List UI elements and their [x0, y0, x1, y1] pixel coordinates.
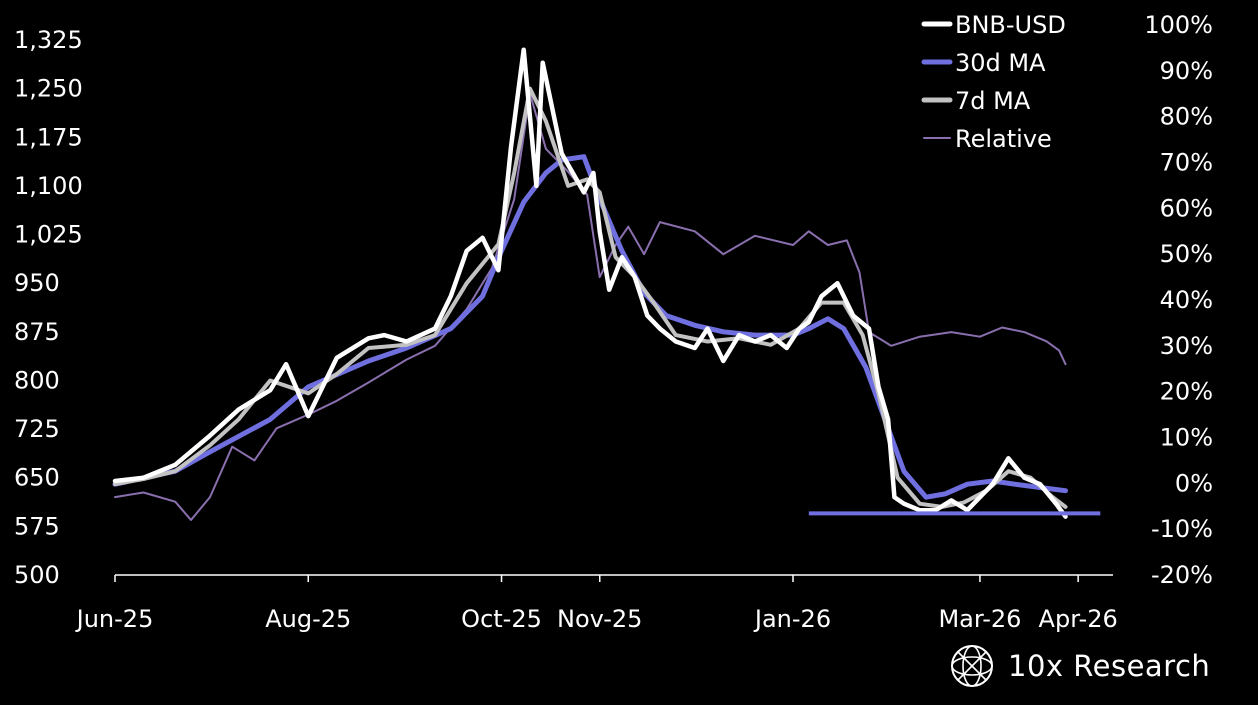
y-left-tick-label: 650	[14, 464, 60, 492]
globe-logo-icon	[951, 645, 993, 687]
y-left-tick-label: 500	[14, 561, 60, 589]
y-right-tick-label: 60%	[1160, 194, 1213, 222]
x-tick-label: Oct-25	[461, 605, 542, 633]
y-left-tick-label: 1,325	[14, 26, 83, 54]
y-right-tick-label: -10%	[1151, 515, 1213, 543]
y-right-tick-label: 20%	[1160, 378, 1213, 406]
y-right-tick-label: -20%	[1151, 561, 1213, 589]
y-right-tick-label: 50%	[1160, 240, 1213, 268]
x-axis: Jun-25 Aug-25 Oct-25 Nov-25 Jan-26 Mar-26 Apr-…	[75, 574, 1118, 633]
y-right-tick-label: 40%	[1160, 286, 1213, 314]
y-left-tick-label: 725	[14, 415, 60, 443]
y-left-tick-label: 875	[14, 318, 60, 346]
y-right-tick-label: 30%	[1160, 332, 1213, 360]
y-left-tick-label: 950	[14, 269, 60, 297]
legend-label: 30d MA	[955, 49, 1046, 77]
series-line-7d-ma	[113, 86, 1068, 509]
x-tick-label: Nov-25	[557, 605, 642, 633]
x-tick-label: Mar-26	[938, 605, 1021, 633]
legend: BNB-USD 30d MA 7d MA Relative	[921, 11, 1066, 153]
y-left-tick-label: 800	[14, 366, 60, 394]
x-tick-label: Jun-25	[75, 605, 154, 633]
y-right-tick-label: 90%	[1160, 57, 1213, 85]
brand: 10x Research	[950, 644, 1210, 688]
y-left-tick-label: 575	[14, 512, 60, 540]
legend-label: 7d MA	[955, 87, 1031, 115]
y-right-tick-label: 80%	[1160, 103, 1213, 131]
x-tick-label: Apr-26	[1039, 605, 1118, 633]
y-right-tick-label: 100%	[1144, 11, 1213, 39]
x-tick-label: Aug-25	[265, 605, 351, 633]
series-line-bnb-usd	[112, 47, 1068, 519]
y-right-tick-label: 10%	[1160, 424, 1213, 452]
legend-label: BNB-USD	[955, 11, 1066, 39]
x-tick-label: Jan-26	[753, 605, 831, 633]
brand-name: 10x Research	[1008, 649, 1211, 683]
legend-label: Relative	[955, 125, 1052, 153]
y-left-tick-label: 1,175	[14, 123, 83, 151]
y-left-tick-label: 1,250	[14, 75, 83, 103]
y-right-tick-label: 70%	[1160, 149, 1213, 177]
y-left-tick-label: 1,100	[14, 172, 83, 200]
y-right-tick-label: 0%	[1175, 469, 1213, 497]
y-axis-right: 100% 90% 80% 70% 60% 50% 40% 30% 20% 10% 0% -10% -20…	[1144, 11, 1213, 589]
series-line-30d-ma	[112, 154, 1068, 500]
y-axis-left: 1,325 1,250 1,175 1,100 1,025 950 875 800 725 650…	[14, 26, 83, 589]
plot-area	[112, 47, 1101, 521]
y-left-tick-label: 1,025	[14, 221, 83, 249]
series-line-relative	[114, 92, 1067, 521]
